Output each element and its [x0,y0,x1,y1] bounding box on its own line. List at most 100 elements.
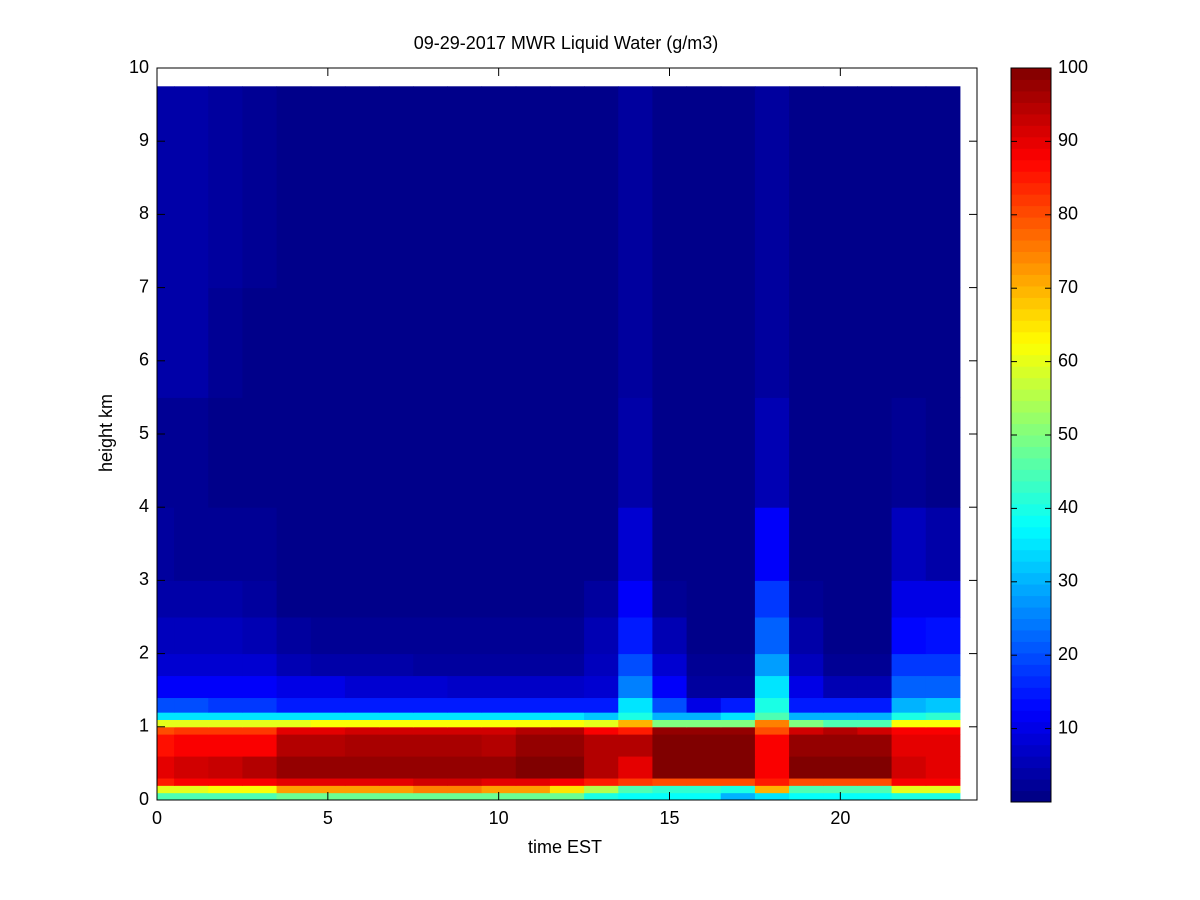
y-tick-label: 10 [129,57,149,77]
colorbar-segment [1011,297,1051,310]
heatmap-cell [686,756,722,779]
heatmap-cell [686,675,722,699]
heatmap-cell [584,726,619,735]
heatmap-cell [720,617,756,655]
colorbar-segment [1011,687,1051,700]
heatmap-cell [157,792,175,800]
heatmap-cell [174,785,209,794]
heatmap-cell [515,675,551,699]
heatmap-cell [208,697,243,713]
heatmap-cell [789,712,824,720]
heatmap-cell [413,617,448,655]
heatmap-cell [754,617,790,655]
heatmap-cell [584,580,619,618]
heatmap-cell [789,287,824,398]
colorbar-tick-label: 30 [1058,571,1078,591]
heatmap-cell [891,756,927,779]
colorbar-tick-label: 100 [1058,57,1088,77]
colorbar-segment [1011,767,1051,780]
heatmap-cell [549,734,585,757]
heatmap-cell [481,756,517,779]
colorbar-segment [1011,607,1051,619]
heatmap-cell [379,756,414,779]
heatmap-cell [754,785,790,794]
heatmap-cell [242,726,278,735]
heatmap-cell [174,617,209,655]
heatmap-cell [208,792,243,800]
heatmap-cell [242,397,278,508]
heatmap-cell [618,675,653,699]
colorbar-segment [1011,171,1051,184]
heatmap-cell [618,86,653,289]
heatmap-cell [891,785,927,794]
heatmap-cell [823,675,858,699]
colorbar-segment [1011,136,1051,149]
heatmap-cell [515,697,551,713]
heatmap-cell [754,734,790,757]
heatmap-cell [379,397,414,508]
heatmap-cell [652,697,688,713]
heatmap-cell [174,287,209,398]
x-tick-label: 15 [659,808,679,828]
heatmap-cell [344,719,380,728]
heatmap-cell [549,507,585,581]
heatmap-cell [618,397,653,508]
heatmap-cell [157,778,175,786]
heatmap-cell [720,287,756,398]
heatmap-cell [652,712,688,720]
colorbar-segment [1011,354,1051,367]
heatmap-cell [925,712,961,720]
colorbar-segment [1011,366,1051,379]
heatmap-cell [157,507,175,581]
heatmap-cell [618,653,653,677]
y-tick-label: 1 [139,716,149,736]
heatmap-cell [754,726,790,735]
heatmap-cell [857,719,893,728]
heatmap-cell [515,778,551,786]
heatmap-cell [310,86,346,289]
heatmap-cell [276,580,312,618]
heatmap-cell [208,653,243,677]
heatmap-cell [310,712,346,720]
colorbar-tick-label: 20 [1058,644,1078,664]
heatmap-cell [686,778,722,786]
heatmap-cell [925,719,961,728]
heatmap-cell [379,726,414,735]
heatmap-cell [754,675,790,699]
heatmap-cell [344,86,380,289]
heatmap-cell [584,719,619,728]
heatmap-cell [344,785,380,794]
heatmap-cell [686,397,722,508]
heatmap-cell [857,792,893,800]
heatmap-cell [379,719,414,728]
heatmap-cell [857,397,893,508]
heatmap-cell [789,397,824,508]
heatmap-cell [686,712,722,720]
heatmap-cell [242,86,278,289]
heatmap-cell [208,734,243,757]
heatmap-cell [652,726,688,735]
heatmap-cell [754,507,790,581]
colorbar-segment [1011,377,1051,390]
heatmap-cell [174,397,209,508]
heatmap-cell [584,507,619,581]
heatmap-cell [481,397,517,508]
heatmap-cell [686,617,722,655]
heatmap-cell [549,712,585,720]
heatmap-cell [789,86,824,289]
heatmap-cell [379,712,414,720]
heatmap-cell [823,756,858,779]
heatmap-cell [925,86,961,289]
heatmap-cell [891,675,927,699]
heatmap-cell [754,397,790,508]
heatmap-cell [515,792,551,800]
heatmap-cell [242,617,278,655]
heatmap-cell [174,734,209,757]
heatmap-cell [344,792,380,800]
colorbar-segment [1011,618,1051,631]
heatmap-cell [549,726,585,735]
heatmap-cell [584,785,619,794]
heatmap-cell [413,675,448,699]
heatmap-cell [481,719,517,728]
heatmap-cell [344,726,380,735]
